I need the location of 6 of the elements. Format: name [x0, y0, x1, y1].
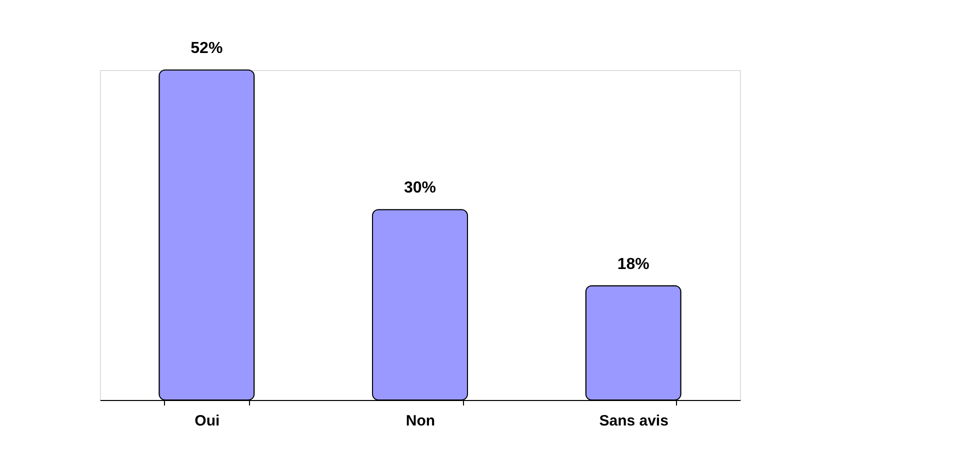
x-tick-label: Sans avis	[599, 412, 668, 430]
data-label: 18%	[617, 256, 650, 273]
x-tick-label: Non	[406, 412, 436, 430]
data-label: 30%	[404, 180, 436, 197]
data-label: 52%	[190, 40, 223, 57]
x-tick-label: Oui	[194, 412, 220, 430]
